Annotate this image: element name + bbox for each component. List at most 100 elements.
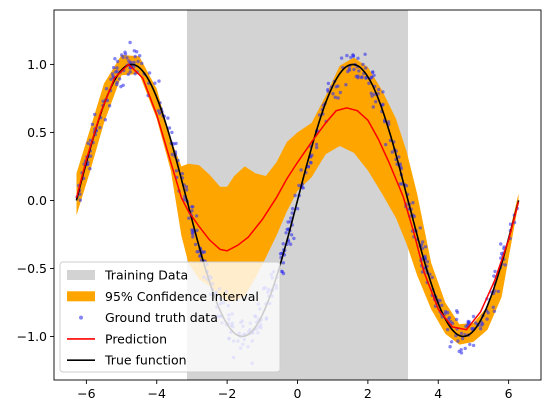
ground-truth-point bbox=[357, 69, 361, 73]
ground-truth-point bbox=[364, 66, 368, 70]
ground-truth-point bbox=[167, 126, 172, 130]
ground-truth-point bbox=[284, 231, 288, 235]
ground-truth-point bbox=[157, 111, 162, 116]
ground-truth-point bbox=[374, 100, 378, 104]
ground-truth-point bbox=[370, 94, 374, 98]
ground-truth-point bbox=[193, 242, 198, 247]
ground-truth-point bbox=[508, 222, 513, 226]
ground-truth-point bbox=[440, 303, 444, 307]
ground-truth-point bbox=[446, 327, 450, 332]
legend-label: Prediction bbox=[105, 331, 167, 346]
ground-truth-point bbox=[361, 62, 365, 67]
ground-truth-point bbox=[467, 320, 471, 324]
ground-truth-point bbox=[117, 77, 122, 81]
x-tick-label: −4 bbox=[148, 386, 166, 401]
x-tick-label: 2 bbox=[364, 386, 372, 401]
ground-truth-point bbox=[115, 59, 120, 64]
ground-truth-point bbox=[115, 69, 119, 74]
ground-truth-point bbox=[291, 207, 295, 211]
ground-truth-point bbox=[170, 130, 174, 135]
ground-truth-point bbox=[109, 77, 113, 82]
legend-box bbox=[59, 261, 281, 373]
ground-truth-point bbox=[202, 250, 207, 254]
ground-truth-point bbox=[454, 317, 459, 322]
ground-truth-point bbox=[281, 261, 286, 265]
ground-truth-point bbox=[289, 233, 294, 237]
ground-truth-point bbox=[339, 56, 344, 60]
ground-truth-point bbox=[147, 71, 152, 75]
x-tick-label: −2 bbox=[218, 386, 236, 401]
ground-truth-point bbox=[404, 184, 409, 188]
ground-truth-point bbox=[450, 321, 455, 326]
ground-truth-point bbox=[334, 85, 338, 89]
ground-truth-point bbox=[115, 66, 119, 70]
ground-truth-point bbox=[138, 54, 142, 58]
ground-truth-point bbox=[331, 92, 335, 96]
ground-truth-point bbox=[119, 84, 123, 89]
y-tick-label: 1.0 bbox=[27, 57, 47, 72]
ground-truth-point bbox=[352, 67, 356, 72]
ground-truth-point bbox=[492, 309, 497, 313]
ground-truth-point bbox=[464, 324, 468, 329]
ground-truth-point bbox=[390, 150, 394, 154]
ground-truth-point bbox=[115, 82, 119, 87]
ground-truth-point bbox=[285, 227, 289, 232]
ground-truth-point bbox=[166, 116, 170, 120]
ground-truth-point bbox=[449, 340, 454, 344]
prediction-line bbox=[75, 63, 520, 331]
ground-truth-point bbox=[184, 185, 189, 189]
ground-truth-point bbox=[140, 61, 144, 66]
ground-truth-point bbox=[185, 188, 189, 192]
ground-truth-point bbox=[333, 95, 337, 100]
x-tick-label: 0 bbox=[294, 386, 302, 401]
ground-truth-point bbox=[281, 242, 285, 246]
ground-truth-point bbox=[371, 105, 375, 109]
ground-truth-point bbox=[344, 83, 348, 87]
ground-truth-point bbox=[471, 343, 476, 348]
ground-truth-point bbox=[411, 201, 415, 205]
ground-truth-point bbox=[456, 339, 460, 343]
ground-truth-point bbox=[153, 81, 157, 85]
ground-truth-point bbox=[398, 182, 402, 186]
legend-item: Ground truth data bbox=[79, 310, 218, 325]
ground-truth-point bbox=[370, 70, 375, 75]
ground-truth-point bbox=[128, 40, 132, 45]
ground-truth-point bbox=[448, 345, 452, 349]
ground-truth-point bbox=[104, 87, 109, 91]
legend: Training Data 95% Confidence Interval Grou… bbox=[59, 261, 281, 373]
ground-truth-point bbox=[336, 96, 340, 100]
axes: −6 −4 −2 0 2 4 6 −1.0 −0.5 0.0 0.5 1.0 bbox=[17, 9, 542, 401]
ground-truth-point bbox=[418, 226, 422, 230]
ground-truth-point bbox=[286, 239, 291, 244]
ground-truth-point bbox=[349, 55, 353, 60]
ground-truth-point bbox=[471, 314, 476, 319]
ground-truth-point bbox=[98, 126, 102, 130]
ground-truth-point bbox=[412, 214, 416, 219]
ground-truth-point bbox=[174, 169, 179, 173]
ground-truth-point bbox=[372, 73, 376, 78]
ground-truth-point bbox=[503, 263, 507, 267]
legend-item: 95% Confidence Interval bbox=[67, 289, 259, 304]
y-tick-label: −0.5 bbox=[17, 261, 47, 276]
ground-truth-point bbox=[136, 59, 140, 64]
ground-truth-point bbox=[356, 56, 360, 60]
ground-truth-point bbox=[191, 235, 195, 239]
x-tick-label: 4 bbox=[434, 386, 442, 401]
ground-truth-point bbox=[478, 327, 483, 331]
y-tick-label: 0.0 bbox=[27, 193, 47, 208]
legend-item: Prediction bbox=[67, 331, 167, 346]
ground-truth-point bbox=[485, 317, 489, 321]
legend-swatch bbox=[67, 270, 95, 280]
ground-truth-point bbox=[363, 52, 367, 56]
ground-truth-point bbox=[486, 311, 490, 315]
ground-truth-point bbox=[455, 309, 459, 313]
ground-truth-point bbox=[78, 198, 83, 202]
ground-truth-point bbox=[347, 67, 351, 71]
ground-truth-point bbox=[195, 228, 199, 233]
ground-truth-point bbox=[425, 260, 430, 264]
ground-truth-point bbox=[369, 75, 373, 80]
ground-truth-point bbox=[309, 161, 313, 165]
ground-truth-point bbox=[301, 186, 305, 190]
ground-truth-point bbox=[397, 155, 401, 159]
